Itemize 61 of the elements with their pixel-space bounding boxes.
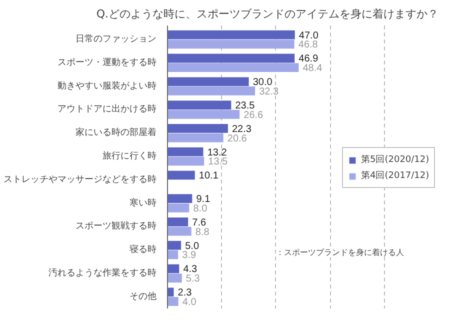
y-tick-label: 寝る時: [130, 244, 156, 256]
y-tick-label: スポーツ観戦する時: [76, 220, 156, 232]
y-tick-label: その他: [130, 290, 156, 302]
data-label: 8.8: [195, 226, 210, 238]
bar: [168, 54, 295, 63]
bar: [168, 156, 204, 166]
data-label: 47.0: [298, 30, 319, 42]
y-tick-label: 汚れるような作業をする時: [48, 267, 156, 278]
data-label: 46.8: [298, 40, 318, 51]
data-label: 26.6: [244, 110, 264, 121]
y-tick-label: ストレッチやマッサージなどをする時: [4, 174, 156, 185]
bar: [168, 124, 228, 133]
data-label: 48.4: [302, 63, 323, 74]
y-tick-label: 家にいる時の部屋着: [76, 127, 156, 138]
bar: [168, 86, 256, 96]
bar: [168, 218, 188, 226]
legend-label: 第4回(2017/12): [361, 170, 430, 182]
bar: [168, 147, 204, 156]
bar: [168, 203, 190, 212]
data-label: 3.9: [182, 250, 196, 262]
bar: [168, 194, 192, 204]
y-tick-label: アウトドアに出かける時: [58, 104, 156, 115]
data-label: 8.0: [193, 203, 208, 214]
bar: [168, 77, 249, 86]
y-tick-label: 日常のファッション: [76, 34, 156, 45]
data-label: 4.0: [182, 296, 197, 308]
y-tick-label: 寒い時: [130, 197, 156, 208]
bar: [168, 63, 299, 72]
bar: [168, 133, 224, 142]
data-label: 10.1: [198, 170, 219, 182]
bar: [168, 110, 240, 119]
bar: [168, 274, 182, 283]
bar: [168, 40, 294, 49]
bar: [168, 30, 295, 40]
chart-title: Q.どのような時に、スポーツブランドのアイテムを身に着けますか？: [96, 8, 438, 20]
y-tick-label: 動きやすい服装がよい時: [58, 80, 156, 92]
data-label: 9.1: [196, 194, 211, 206]
data-label: 5.3: [186, 274, 200, 285]
bar: [168, 250, 178, 260]
data-label: 2.3: [178, 288, 192, 299]
data-label: 4.3: [183, 264, 198, 276]
data-label: 5.0: [185, 240, 200, 252]
data-label: 13.2: [207, 147, 228, 158]
bar: [168, 264, 180, 274]
data-label: 30.0: [252, 77, 273, 88]
data-label: 13.5: [208, 156, 228, 168]
annotation: ：スポーツブランドを身に着ける人: [276, 248, 404, 258]
y-tick-label: スポーツ・運動をする時: [58, 56, 156, 68]
data-label: 46.9: [298, 54, 319, 65]
data-label: 23.5: [235, 100, 256, 112]
bar: [168, 240, 182, 250]
data-label: 32.3: [259, 86, 279, 98]
data-label: 22.3: [232, 124, 252, 135]
data-label: 7.6: [192, 217, 206, 228]
bar: [168, 170, 195, 180]
bar: [168, 297, 178, 306]
data-label: 20.6: [227, 133, 248, 144]
bar: [168, 100, 232, 110]
legend-label: 第5回(2020/12): [361, 154, 430, 166]
bar: [168, 226, 192, 236]
y-tick-label: 旅行に行く時: [102, 150, 156, 162]
